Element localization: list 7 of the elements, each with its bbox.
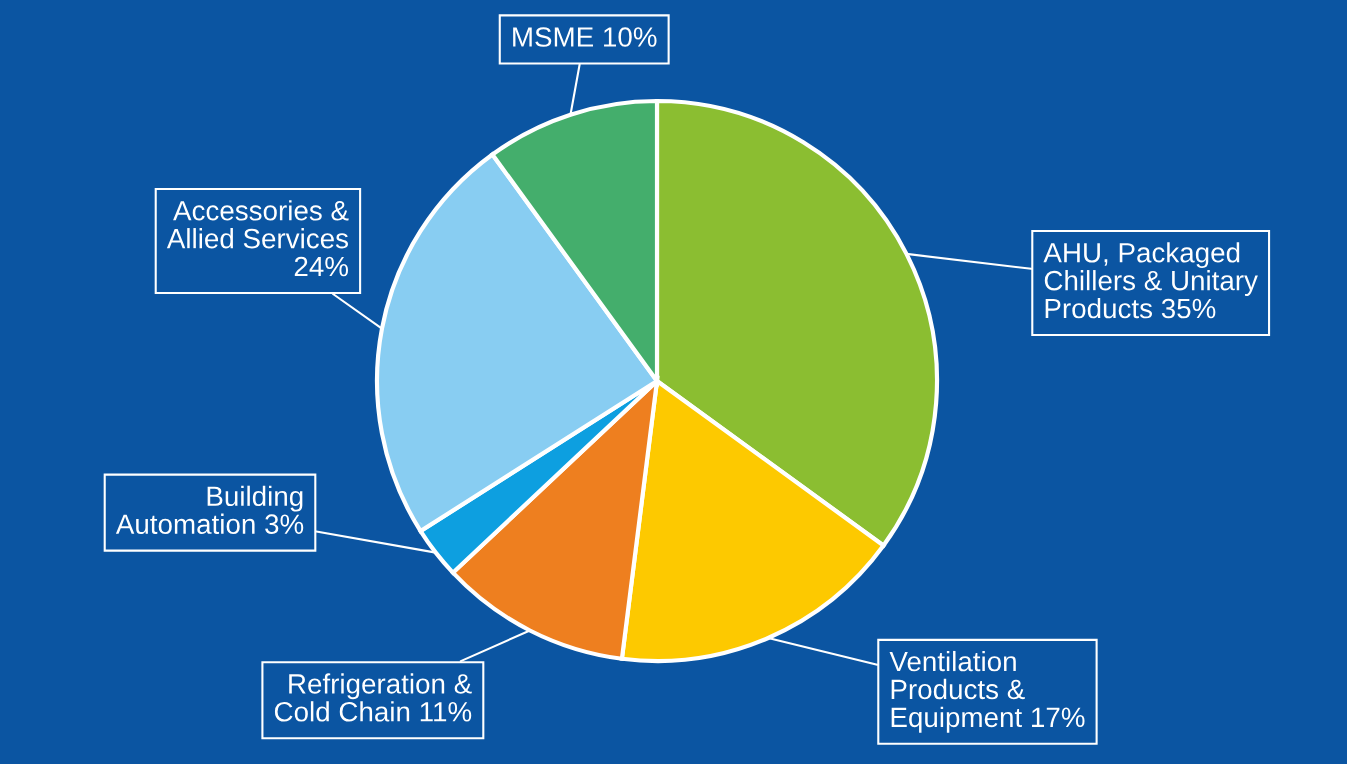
slice-label: MSME 10% [513,27,657,47]
slice-label: AHU, Packaged Chillers & Unitary Products 35% [1043,242,1258,319]
slice-label: Building Automation 3% [115,485,304,535]
slice-label: Refrigeration & Cold Chain 11% [274,673,472,722]
slice-label: Ventilation Products & Equipment 17% [889,650,1085,733]
data-label: 24% [294,256,349,277]
slice-label: Accessories & Allied Services [166,200,349,249]
